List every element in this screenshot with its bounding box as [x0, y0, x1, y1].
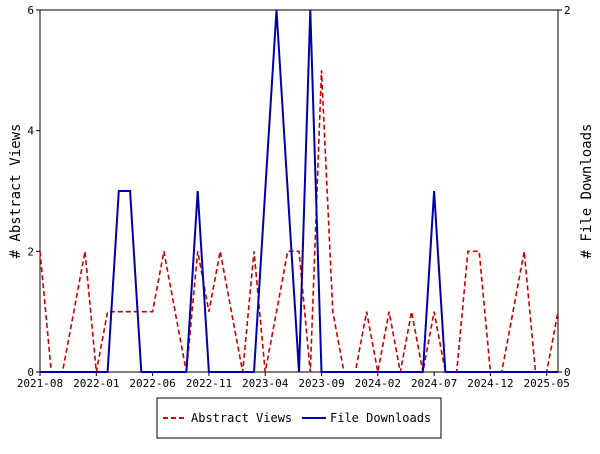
- y-tick-label: 4: [27, 125, 34, 138]
- legend-label: File Downloads: [330, 411, 431, 425]
- x-tick-label: 2022-06: [129, 377, 175, 390]
- y-tick-label: 0: [27, 366, 34, 379]
- y-tick-label: 6: [27, 4, 34, 17]
- abstract-views-line: [39, 70, 559, 373]
- x-tick-label: 2024-02: [355, 377, 401, 390]
- plot-frame: [39, 9, 559, 373]
- legend: Abstract Views File Downloads: [156, 397, 442, 439]
- x-tick-label: 2022-01: [73, 377, 119, 390]
- x-tick-label: 2024-07: [411, 377, 457, 390]
- x-tick-label: 2022-11: [186, 377, 232, 390]
- axes-group: 0 2 4 6 0 2 2021-08 2022-01 2022-06 2022-11 2023-0…: [8, 4, 595, 390]
- x-tick-label: 2025-05: [524, 377, 570, 390]
- file-downloads-line: [40, 9, 558, 373]
- x-tick-label: 2021-08: [17, 377, 63, 390]
- y-axis-title: # Abstract Views: [8, 124, 24, 259]
- legend-label: Abstract Views: [191, 411, 292, 425]
- y2-tick-label: 2: [564, 4, 571, 17]
- legend-box: [156, 397, 442, 439]
- series-group: [39, 9, 559, 373]
- y2-tick-label: 0: [564, 366, 571, 379]
- y2-axis-title: # File Downloads: [579, 124, 595, 259]
- x-tick-label: 2023-04: [242, 377, 289, 390]
- x-tick-label: 2024-12: [467, 377, 513, 390]
- y-tick-label: 2: [27, 245, 34, 258]
- x-tick-label: 2023-09: [298, 377, 344, 390]
